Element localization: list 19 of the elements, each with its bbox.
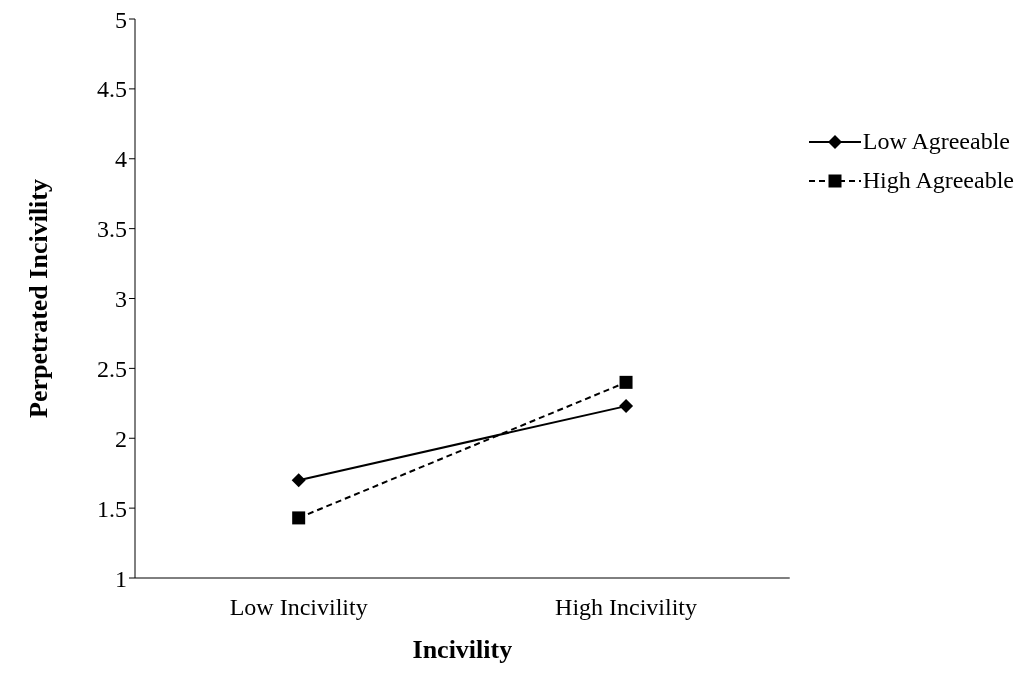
- x-tick-label: High Incivility: [555, 594, 698, 621]
- y-tick-label: 1: [115, 565, 127, 592]
- x-axis-title: Incivility: [412, 635, 513, 664]
- point: [619, 399, 634, 414]
- y-tick-label: 3.5: [97, 216, 127, 243]
- y-tick-label: 2.5: [97, 355, 127, 382]
- point: [292, 511, 306, 525]
- legend-label: High Agreeable: [862, 167, 1014, 194]
- y-tick-label: 4: [115, 146, 127, 173]
- x-tick-label: Low Incivility: [229, 594, 368, 621]
- y-axis-title: Perpetrated Incivility: [24, 179, 54, 418]
- y-tick-label: 4.5: [97, 76, 127, 103]
- y-tick-label: 5: [115, 6, 127, 33]
- y-tick-label: 3: [115, 286, 127, 313]
- y-tick-label: 2: [115, 425, 127, 452]
- point: [619, 375, 633, 389]
- y-tick-label: 1.5: [97, 495, 127, 522]
- legend-label: Low Agreeable: [862, 128, 1010, 155]
- point: [291, 473, 306, 488]
